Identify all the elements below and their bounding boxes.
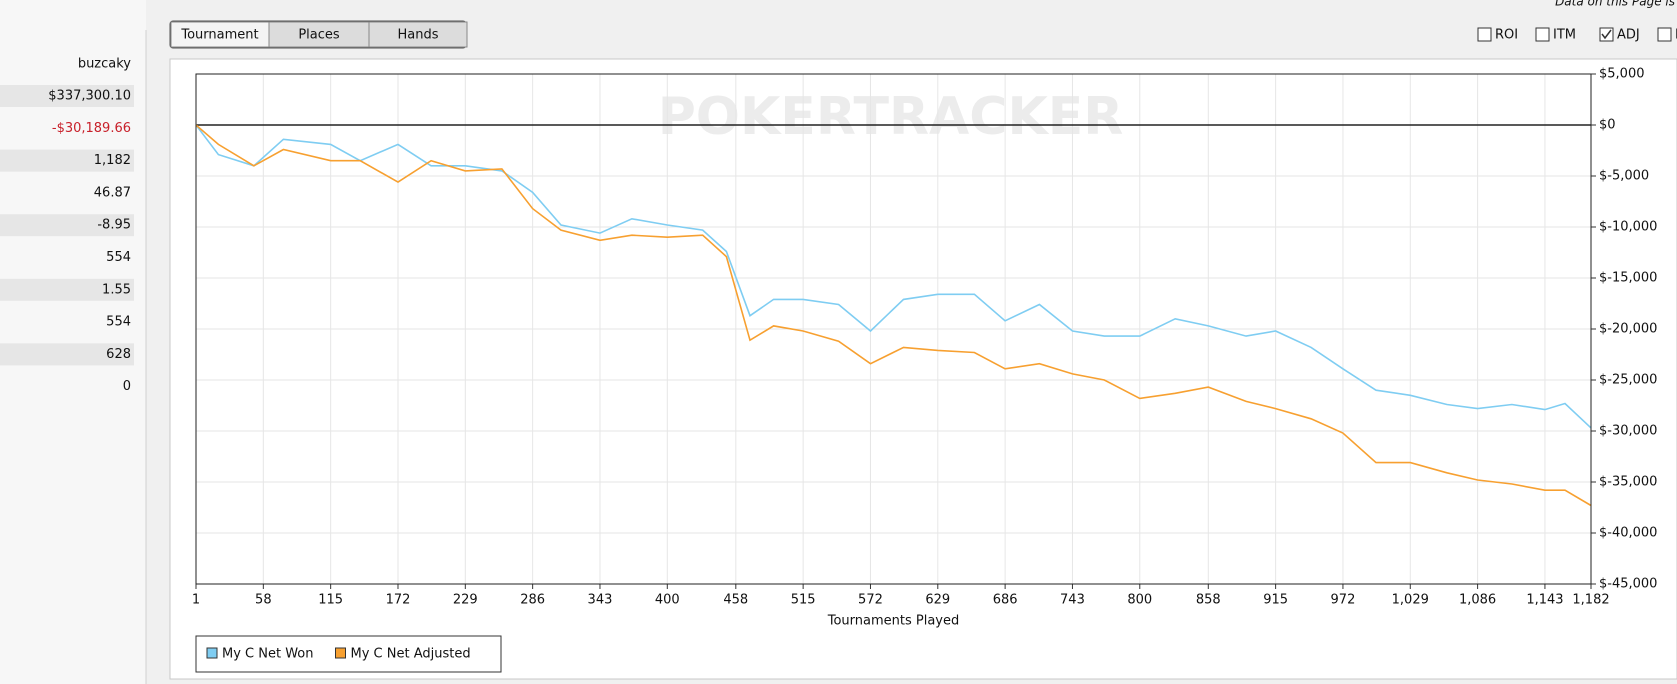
x-tick-label: 915 — [1263, 593, 1288, 608]
stat-value: 554 — [106, 315, 131, 330]
x-tick-label: 686 — [993, 593, 1018, 608]
x-tick-label: 229 — [453, 593, 478, 608]
x-tick-label: 458 — [723, 593, 748, 608]
y-tick-label: $-45,000 — [1599, 577, 1657, 592]
tab-label[interactable]: Places — [298, 28, 340, 43]
x-tick-label: 1,086 — [1459, 593, 1496, 608]
x-tick-label: 286 — [520, 593, 545, 608]
y-tick-label: $-30,000 — [1599, 424, 1657, 439]
stat-row — [0, 85, 134, 107]
y-tick-label: $-20,000 — [1599, 322, 1657, 337]
plot-frame — [195, 73, 1592, 585]
stat-value: 1,182 — [94, 153, 131, 168]
y-tick-label: $-25,000 — [1599, 373, 1657, 388]
tab-label[interactable]: Hands — [397, 28, 438, 43]
stat-value: 1.55 — [102, 282, 131, 297]
y-tick-label: $0 — [1599, 118, 1616, 133]
tab[interactable] — [368, 21, 468, 48]
stat-value: $337,300.10 — [48, 89, 131, 104]
x-tick-label: 629 — [925, 593, 950, 608]
stat-row — [0, 343, 134, 366]
checkbox-label[interactable]: ROI — [1495, 28, 1518, 43]
watermark: POKERTRACKER — [658, 87, 1124, 147]
legend-label: My C Net Adjusted — [351, 647, 471, 662]
stat-row — [0, 214, 134, 237]
legend — [195, 635, 502, 673]
stat-row — [0, 278, 134, 301]
x-tick-label: 572 — [858, 593, 883, 608]
series-line — [195, 124, 1592, 429]
y-tick-label: $-35,000 — [1599, 475, 1657, 490]
x-tick-label: 743 — [1060, 593, 1085, 608]
x-tick-label: 115 — [318, 593, 343, 608]
checkmark — [1601, 29, 1612, 40]
x-tick-label: 172 — [386, 593, 411, 608]
x-axis-title: Tournaments Played — [827, 614, 960, 629]
x-tick-label: 800 — [1127, 593, 1152, 608]
stat-value: 554 — [106, 250, 131, 265]
stat-value: 0 — [123, 379, 131, 394]
sidebar — [0, 0, 146, 684]
y-tick-label: $-40,000 — [1599, 526, 1657, 541]
x-tick-label: 1,182 — [1572, 593, 1609, 608]
stat-value: -8.95 — [97, 218, 131, 233]
checkbox[interactable] — [1535, 27, 1550, 42]
y-tick-label: $5,000 — [1599, 67, 1645, 82]
tab-label[interactable]: Tournament — [180, 28, 258, 43]
x-tick-label: 972 — [1331, 593, 1356, 608]
x-tick-label: 343 — [588, 593, 613, 608]
stat-value: 46.87 — [94, 185, 131, 200]
stat-value: 628 — [106, 347, 131, 362]
chart-panel — [169, 58, 1677, 680]
stat-row — [0, 149, 134, 172]
y-tick-label: $-15,000 — [1599, 271, 1657, 286]
x-tick-label: 858 — [1196, 593, 1221, 608]
player-name: buzcaky — [78, 57, 131, 72]
legend-swatch — [335, 647, 346, 659]
x-tick-label: 1,029 — [1392, 593, 1429, 608]
checkbox[interactable] — [1657, 27, 1672, 42]
legend-label: My C Net Won — [222, 647, 314, 662]
stat-value: -$30,189.66 — [52, 121, 131, 136]
series-line — [195, 124, 1592, 507]
y-tick-label: $-5,000 — [1599, 169, 1649, 184]
legend-swatch — [206, 647, 218, 659]
page-note: Data on this Page is — [1555, 0, 1675, 9]
x-tick-label: 1,143 — [1526, 593, 1563, 608]
checkbox-label[interactable]: ADJ — [1617, 28, 1640, 43]
y-tick-label: $-10,000 — [1599, 220, 1657, 235]
x-tick-label: 400 — [655, 593, 680, 608]
checkbox-label[interactable]: ITM — [1553, 28, 1576, 43]
x-tick-label: 1 — [192, 593, 200, 608]
tab[interactable] — [170, 21, 270, 48]
x-tick-label: 515 — [791, 593, 816, 608]
checkbox-label[interactable]: B — [1675, 28, 1677, 43]
x-tick-label: 58 — [255, 593, 272, 608]
checkbox[interactable] — [1477, 27, 1492, 42]
